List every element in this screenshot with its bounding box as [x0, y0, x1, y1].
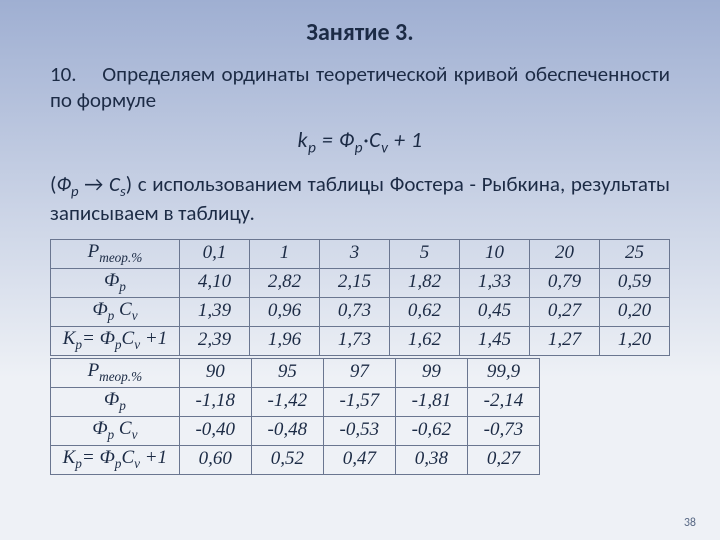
t2-v: 0,38 — [395, 445, 467, 474]
t1-row-K: Кр= ФрСv +1 2,39 1,96 1,73 1,62 1,45 1,2… — [51, 326, 670, 355]
t1-c2: 3 — [319, 239, 389, 268]
formula: kр = Фр·Сv + 1 — [50, 126, 670, 157]
paragraph-1: 10. Определяем ординаты теоретической кр… — [50, 61, 670, 114]
t2-hdr-phiCv: Фр Сv — [51, 416, 180, 445]
formula-k: k — [297, 126, 308, 153]
t1-v: 1,39 — [179, 297, 249, 326]
t1-hdr-P: Ртеор.% — [51, 239, 180, 268]
t1-v: 4,10 — [179, 268, 249, 297]
t2-row-phi: Фр -1,18 -1,42 -1,57 -1,81 -2,14 — [51, 387, 540, 416]
formula-phi-sub: р — [355, 138, 363, 157]
t1-c5: 20 — [529, 239, 599, 268]
t1-v: 1,82 — [389, 268, 459, 297]
t2-row-phiCv: Фр Сv -0,40 -0,48 -0,53 -0,62 -0,73 — [51, 416, 540, 445]
p2-C: С — [109, 171, 120, 197]
formula-phi: Ф — [339, 126, 355, 153]
p2-rest: ) с использованием таблицы Фостера - Рыб… — [50, 171, 670, 227]
t2-v: 0,47 — [323, 445, 395, 474]
t1-c4: 10 — [459, 239, 529, 268]
t2-v: -0,48 — [251, 416, 323, 445]
t1-v: 2,39 — [179, 326, 249, 355]
formula-C: С — [369, 126, 381, 153]
t2-v: -1,57 — [323, 387, 395, 416]
t1-c3: 5 — [389, 239, 459, 268]
t1-row-header: Ртеор.% 0,1 1 3 5 10 20 25 — [51, 239, 670, 268]
p2-phi: Ф — [56, 171, 71, 197]
t2-v: 0,27 — [467, 445, 539, 474]
formula-plus1: + 1 — [388, 126, 422, 153]
t2-v: -0,73 — [467, 416, 539, 445]
t1-v: 0,59 — [599, 268, 669, 297]
t2-hdr-P: Ртеор.% — [51, 358, 180, 387]
t1-v: 0,79 — [529, 268, 599, 297]
t2-v: 0,52 — [251, 445, 323, 474]
t2-c: 99 — [395, 358, 467, 387]
t2-row-K: Кр= ФрСv +1 0,60 0,52 0,47 0,38 0,27 — [51, 445, 540, 474]
t1-row-phiCv: Фр Сv 1,39 0,96 0,73 0,62 0,45 0,27 0,20 — [51, 297, 670, 326]
t1-v: 1,73 — [319, 326, 389, 355]
t2-v: -1,18 — [179, 387, 251, 416]
t2-hdr-phi: Фр — [51, 387, 180, 416]
t1-v: 1,20 — [599, 326, 669, 355]
t1-v: 0,27 — [529, 297, 599, 326]
t1-v: 1,27 — [529, 326, 599, 355]
t1-hdr-phi: Фр — [51, 268, 180, 297]
t1-v: 1,33 — [459, 268, 529, 297]
t2-row-header: Ртеор.% 90 95 97 99 99,9 — [51, 358, 540, 387]
t1-v: 2,15 — [319, 268, 389, 297]
t1-hdr-K: Кр= ФрСv +1 — [51, 326, 180, 355]
t2-v: -0,40 — [179, 416, 251, 445]
t1-v: 0,96 — [249, 297, 319, 326]
t2-v: -0,53 — [323, 416, 395, 445]
para1-lead: 10. — [50, 61, 77, 87]
t2-c: 90 — [179, 358, 251, 387]
t1-v: 0,45 — [459, 297, 529, 326]
t1-v: 0,62 — [389, 297, 459, 326]
slide-title: Занятие 3. — [50, 18, 670, 47]
t1-c6: 25 — [599, 239, 669, 268]
t1-c0: 0,1 — [179, 239, 249, 268]
t2-v: -0,62 — [395, 416, 467, 445]
t1-v: 0,73 — [319, 297, 389, 326]
p2-arrow: → — [79, 171, 109, 197]
slide: Занятие 3. 10. Определяем ординаты теоре… — [0, 0, 720, 540]
paragraph-2: (Фр → Сs) с использованием таблицы Фосте… — [50, 171, 670, 227]
t1-v: 0,20 — [599, 297, 669, 326]
page-number: 38 — [684, 516, 696, 530]
t1-v: 1,96 — [249, 326, 319, 355]
formula-eq: = — [316, 126, 338, 153]
t2-hdr-K: Кр= ФрСv +1 — [51, 445, 180, 474]
p2-phi-sub: р — [71, 182, 79, 200]
table-2: Ртеор.% 90 95 97 99 99,9 Фр -1,18 -1,42 … — [50, 358, 540, 475]
t1-v: 1,62 — [389, 326, 459, 355]
t2-c: 97 — [323, 358, 395, 387]
t1-row-phi: Фр 4,10 2,82 2,15 1,82 1,33 0,79 0,59 — [51, 268, 670, 297]
table-1: Ртеор.% 0,1 1 3 5 10 20 25 Фр 4,10 2,82 … — [50, 239, 670, 356]
t2-v: -1,81 — [395, 387, 467, 416]
t1-v: 1,45 — [459, 326, 529, 355]
t2-c: 99,9 — [467, 358, 539, 387]
t2-v: -2,14 — [467, 387, 539, 416]
t1-v: 2,82 — [249, 268, 319, 297]
para1-rest: Определяем ординаты теоретической кривой… — [50, 61, 670, 113]
t2-v: -1,42 — [251, 387, 323, 416]
t1-c1: 1 — [249, 239, 319, 268]
t2-v: 0,60 — [179, 445, 251, 474]
t2-c: 95 — [251, 358, 323, 387]
t1-hdr-phiCv: Фр Сv — [51, 297, 180, 326]
